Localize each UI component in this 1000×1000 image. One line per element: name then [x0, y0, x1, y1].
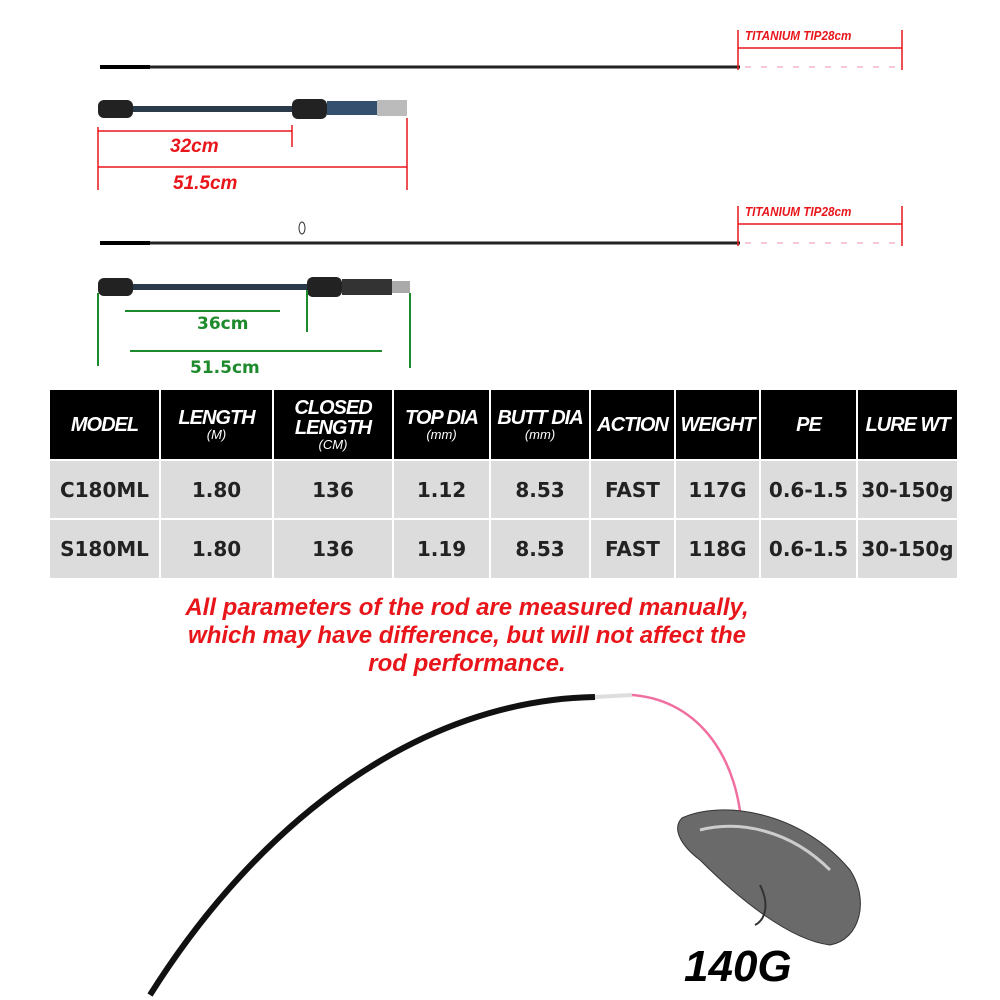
casting-tip-dimension: [737, 30, 903, 70]
column-header: CLOSED LENGTH (CM): [273, 390, 394, 460]
table-row: S180ML 1.80 136 1.19 8.53 FAST 118G 0.6-1.5 30-1…: [50, 518, 959, 578]
column-header: WEIGHT: [675, 390, 761, 460]
column-header-unit: (CM): [318, 437, 348, 452]
column-header-label: ACTION: [597, 413, 669, 436]
casting-handle: [98, 99, 407, 119]
column-header-unit: (mm): [524, 427, 556, 442]
spinning-rod-blank: [100, 221, 905, 245]
spinning-handle-dimensions: [97, 290, 411, 368]
table-cell: 1.12: [393, 459, 491, 519]
column-header-label: LENGTH: [178, 407, 255, 429]
table-cell: 1.19: [393, 518, 491, 578]
casting-handle-total: 51.5cm: [173, 173, 238, 194]
note-line: All parameters of the rod are measured m…: [185, 594, 749, 621]
lure: [677, 809, 861, 946]
table-cell: 118G: [675, 518, 761, 578]
table-cell: 136: [273, 518, 394, 578]
column-header: PE: [760, 390, 858, 460]
table-cell: C180ML: [50, 459, 161, 519]
table-cell: 8.53: [490, 459, 591, 519]
table-cell: 30-150g: [857, 518, 959, 578]
column-header: LENGTH (M): [160, 390, 274, 460]
note-line: rod performance.: [368, 650, 566, 677]
column-header: TOP DIA (mm): [393, 390, 491, 460]
table-cell: FAST: [590, 459, 676, 519]
spinning-tip-label: TITANIUM TIP28cm: [745, 204, 852, 219]
spinning-handle-total: 51.5cm: [190, 358, 260, 378]
measurement-note: All parameters of the rod are measured m…: [0, 594, 934, 678]
column-header-label: PE: [796, 413, 822, 436]
column-header-unit: (mm): [426, 427, 457, 442]
column-header: LURE WT: [857, 390, 959, 460]
column-header-label: MODEL: [70, 413, 139, 436]
note-line: which may have difference, but will not …: [188, 622, 746, 649]
table-cell: 8.53: [490, 518, 591, 578]
column-header: MODEL: [50, 390, 161, 460]
column-header-label: TOP DIA: [404, 407, 479, 429]
table-cell: FAST: [590, 518, 676, 578]
spinning-tip-dimension: [737, 206, 903, 246]
column-header: BUTT DIA (mm): [490, 390, 591, 460]
column-header-unit: (M): [206, 427, 227, 442]
table-cell: S180ML: [50, 518, 161, 578]
table-cell: 0.6-1.5: [760, 459, 858, 519]
column-header-label: CLOSED LENGTH: [294, 397, 372, 439]
casting-handle-dimensions: [97, 118, 408, 190]
spinning-handle: [98, 277, 410, 297]
column-header: ACTION: [590, 390, 676, 460]
table-cell: 0.6-1.5: [760, 518, 858, 578]
table-cell: 30-150g: [857, 459, 959, 519]
table-row: C180ML 1.80 136 1.12 8.53 FAST 117G 0.6-1.5 30-1…: [50, 459, 959, 519]
table-cell: 1.80: [160, 459, 274, 519]
casting-tip-label: TITANIUM TIP28cm: [745, 28, 852, 43]
table-cell: 117G: [675, 459, 761, 519]
bent-rod: [147, 693, 744, 997]
table-cell: 1.80: [160, 518, 274, 578]
column-header-label: WEIGHT: [680, 413, 756, 436]
table-cell: 136: [273, 459, 394, 519]
spinning-handle-short: 36cm: [197, 314, 249, 334]
spec-table: MODEL LENGTH (M) CLOSED LENGTH (CM) TOP DIA (m…: [50, 390, 959, 578]
casting-handle-short: 32cm: [170, 136, 219, 157]
column-header-label: LURE WT: [865, 413, 950, 436]
lure-weight-label: 140G: [684, 942, 792, 991]
column-header-label: BUTT DIA: [497, 407, 583, 429]
